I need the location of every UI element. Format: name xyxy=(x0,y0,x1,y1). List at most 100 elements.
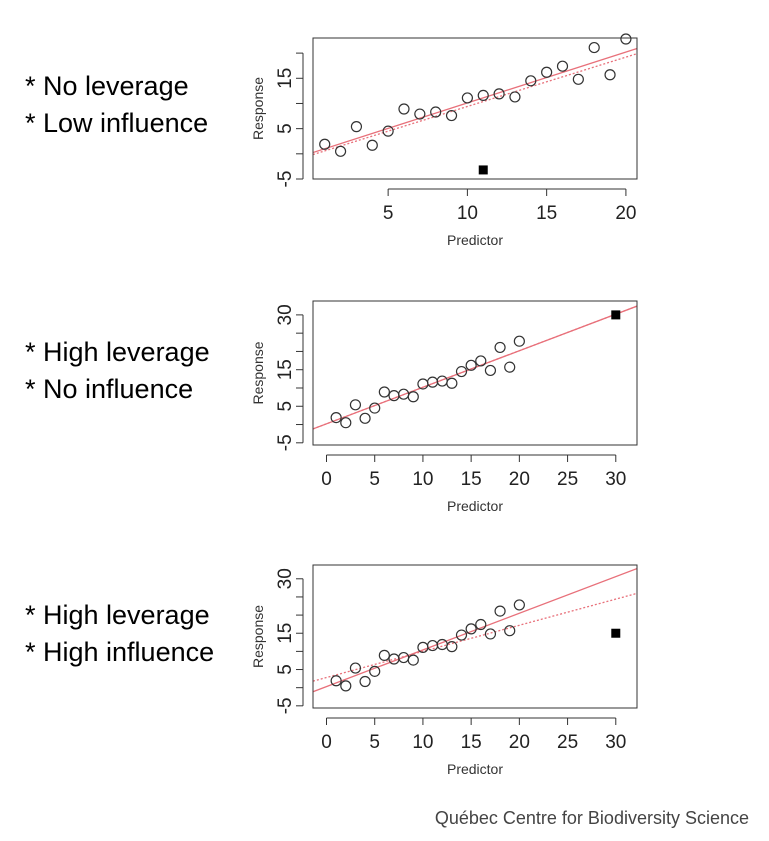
data-point xyxy=(525,75,537,87)
label-influence: * Low influence xyxy=(25,108,209,138)
label-leverage: * No leverage xyxy=(25,71,189,101)
data-point xyxy=(378,386,390,398)
x-tick-label: 5 xyxy=(369,732,380,753)
x-tick-label: 20 xyxy=(509,469,530,490)
data-point xyxy=(455,629,468,641)
x-tick-label: 15 xyxy=(536,203,557,224)
x-tick-label: 15 xyxy=(461,469,482,490)
y-axis-title: Response xyxy=(250,77,266,140)
data-point xyxy=(477,89,489,102)
plot-panel-3: 0 5 10 15 20 25 30 Predictor -5 5 15 30 Response xyxy=(250,564,638,777)
data-point xyxy=(588,41,600,54)
data-point xyxy=(509,91,521,103)
fit-line-without-outlier xyxy=(313,567,637,693)
data-point xyxy=(430,106,442,118)
data-point xyxy=(330,411,342,424)
label-leverage: * High leverage xyxy=(25,337,210,367)
data-point xyxy=(620,33,632,45)
y-tick-label: 5 xyxy=(275,664,296,675)
plot-panel-1: 5 10 15 20 Predictor -5 5 15 Response xyxy=(250,33,638,248)
x-tick-label: 10 xyxy=(412,469,433,490)
data-point xyxy=(382,125,394,137)
y-tick-label: 15 xyxy=(275,68,296,89)
label-influence: * High influence xyxy=(25,637,215,667)
data-point xyxy=(465,623,477,635)
data-point xyxy=(465,359,477,371)
data-point xyxy=(446,377,458,389)
data-point xyxy=(407,654,419,666)
x-tick-label: 30 xyxy=(605,732,626,753)
outlier-point xyxy=(478,165,488,175)
plot-panel-2: 0 5 10 15 20 25 30 Predictor -5 5 15 30 Response xyxy=(250,300,638,514)
panel-2-labels: * High leverage * No influence xyxy=(25,334,210,408)
x-tick-label: 5 xyxy=(369,469,380,490)
x-tick-label: 20 xyxy=(615,203,636,224)
data-point xyxy=(556,60,569,72)
panel-1-labels: * No leverage * Low influence xyxy=(25,68,208,142)
y-tick-label: 30 xyxy=(275,304,296,325)
data-point xyxy=(369,402,381,414)
data-point xyxy=(461,92,473,104)
footer-credit: Québec Centre for Biodiversity Science xyxy=(434,808,749,828)
label-influence: * No influence xyxy=(25,374,194,404)
data-point xyxy=(349,399,362,411)
data-point xyxy=(378,649,390,661)
data-point xyxy=(513,335,525,347)
data-point xyxy=(407,391,419,403)
x-tick-label: 15 xyxy=(461,732,482,753)
data-point xyxy=(445,109,458,122)
data-point xyxy=(334,145,347,157)
data-point xyxy=(541,66,553,78)
x-axis-title: Predictor xyxy=(447,761,503,777)
y-tick-label: 15 xyxy=(275,623,296,644)
y-tick-label: 5 xyxy=(275,123,296,134)
label-leverage: * High leverage xyxy=(25,600,210,630)
x-tick-label: 0 xyxy=(321,732,332,753)
plot-frame xyxy=(312,300,638,446)
data-point xyxy=(455,365,468,378)
y-tick-label: -5 xyxy=(275,171,296,188)
plot-frame xyxy=(312,37,638,180)
x-tick-label: 0 xyxy=(321,469,332,490)
data-point xyxy=(359,412,371,424)
y-tick-label: 30 xyxy=(275,568,296,589)
y-tick-label: 5 xyxy=(275,401,296,412)
x-tick-label: 10 xyxy=(412,732,433,753)
data-point xyxy=(484,628,497,640)
data-point xyxy=(572,73,584,85)
data-point xyxy=(513,599,525,611)
data-point xyxy=(484,364,497,377)
data-point xyxy=(319,138,331,150)
fit-line-with-outlier xyxy=(313,592,637,682)
data-point xyxy=(494,605,506,617)
fit-line-without-outlier xyxy=(313,47,637,154)
data-point xyxy=(349,662,362,674)
data-point xyxy=(417,641,429,653)
x-axis-title: Predictor xyxy=(447,498,503,514)
data-point xyxy=(369,665,381,677)
x-tick-label: 10 xyxy=(457,203,478,224)
data-point xyxy=(504,361,516,373)
x-tick-label: 30 xyxy=(605,469,626,490)
y-axis-title: Response xyxy=(250,605,266,668)
data-point xyxy=(475,618,487,631)
data-point xyxy=(504,625,516,637)
fit-line-with-outlier xyxy=(313,53,637,156)
data-point xyxy=(493,88,505,100)
data-point xyxy=(366,139,378,151)
data-point xyxy=(350,121,363,133)
plot-frame xyxy=(312,564,638,709)
x-tick-label: 25 xyxy=(557,469,578,490)
data-point xyxy=(340,680,352,692)
x-tick-label: 20 xyxy=(509,732,530,753)
outlier-point xyxy=(611,628,621,638)
y-tick-label: 15 xyxy=(275,359,296,380)
x-tick-label: 25 xyxy=(557,732,578,753)
outlier-point xyxy=(611,310,621,320)
x-tick-label: 5 xyxy=(383,203,394,224)
data-point xyxy=(604,69,616,81)
x-axis-title: Predictor xyxy=(447,232,503,248)
data-point xyxy=(398,103,410,115)
panel-3-labels: * High leverage * High influence xyxy=(25,597,214,671)
